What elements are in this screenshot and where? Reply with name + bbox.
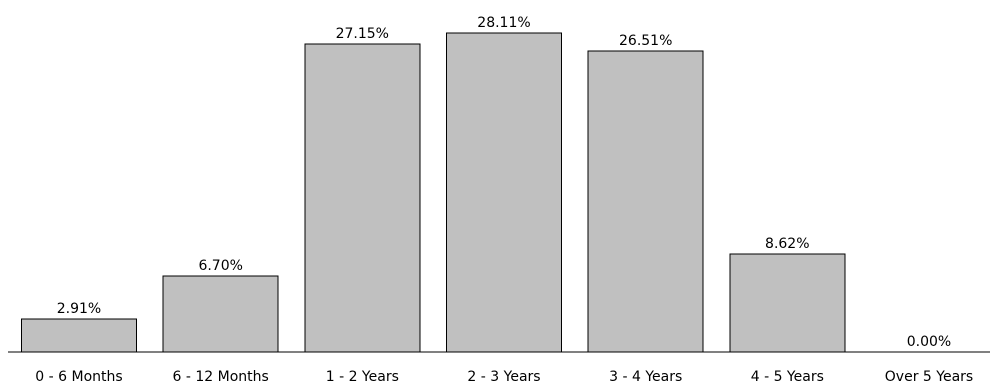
x-tick-label-4: 3 - 4 Years xyxy=(609,369,682,383)
x-tick-labels-group: 0 - 6 Months 6 - 12 Months 1 - 2 Years 2 - … xyxy=(35,369,973,383)
bar-2 xyxy=(304,43,421,353)
bar-4 xyxy=(587,50,704,353)
data-label-6: 0.00% xyxy=(907,334,951,350)
data-label-2: 27.15% xyxy=(336,26,389,42)
bar-3 xyxy=(446,32,562,353)
x-tick-label-0: 0 - 6 Months xyxy=(35,369,122,383)
data-label-5: 8.62% xyxy=(765,236,809,252)
data-label-1: 6.70% xyxy=(198,258,242,274)
x-tick-label-2: 1 - 2 Years xyxy=(326,369,399,383)
x-tick-label-3: 2 - 3 Years xyxy=(467,369,540,383)
bars-group xyxy=(21,32,846,353)
x-tick-label-6: Over 5 Years xyxy=(885,369,973,383)
x-tick-label-1: 6 - 12 Months xyxy=(173,369,269,383)
data-label-0: 2.91% xyxy=(57,301,101,317)
bar-0 xyxy=(21,318,137,353)
data-label-4: 26.51% xyxy=(619,33,672,49)
x-tick-label-5: 4 - 5 Years xyxy=(751,369,824,383)
bar-5 xyxy=(729,253,846,353)
data-labels-group: 2.91% 6.70% 27.15% 28.11% 26.51% 8.62% 0.00% xyxy=(57,15,951,350)
data-label-3: 28.11% xyxy=(477,15,530,31)
bar-1 xyxy=(162,275,279,353)
